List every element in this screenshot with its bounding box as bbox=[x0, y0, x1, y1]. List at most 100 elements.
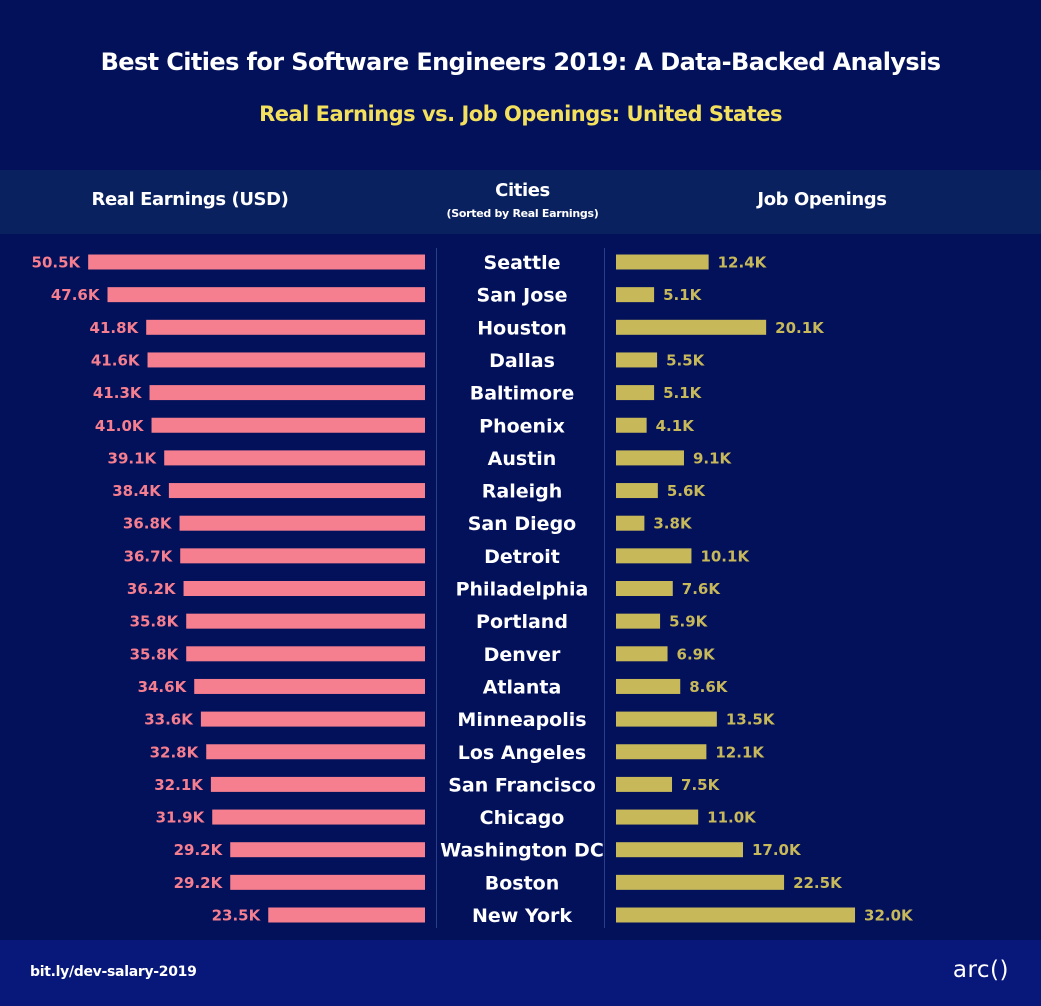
job-openings-bar bbox=[616, 842, 743, 858]
job-openings-bar bbox=[616, 483, 658, 499]
job-openings-value-label: 17.0K bbox=[752, 841, 802, 859]
source-link[interactable]: bit.ly/dev-salary-2019 bbox=[30, 964, 197, 980]
job-openings-value-label: 12.4K bbox=[718, 254, 768, 272]
earnings-bar bbox=[180, 548, 425, 564]
city-label: Austin bbox=[488, 448, 557, 470]
earnings-bar bbox=[88, 254, 425, 270]
city-label: San Jose bbox=[477, 285, 568, 307]
earnings-bar bbox=[194, 678, 425, 694]
earnings-bar bbox=[186, 613, 425, 629]
left-divider bbox=[436, 248, 437, 928]
city-label: Portland bbox=[476, 611, 568, 633]
job-openings-value-label: 3.8K bbox=[653, 515, 693, 533]
city-label: New York bbox=[472, 905, 572, 927]
job-openings-value-label: 7.6K bbox=[682, 580, 722, 598]
earnings-value-label: 36.2K bbox=[127, 580, 177, 598]
city-label: San Diego bbox=[468, 513, 576, 535]
earnings-column-header: Real Earnings (USD) bbox=[91, 189, 289, 210]
job-openings-value-label: 5.1K bbox=[663, 384, 703, 402]
earnings-bar bbox=[268, 907, 425, 923]
earnings-value-label: 38.4K bbox=[112, 482, 162, 500]
earnings-value-label: 33.6K bbox=[144, 711, 194, 729]
job-openings-value-label: 8.6K bbox=[689, 678, 729, 696]
footer-band bbox=[0, 940, 1041, 1006]
earnings-value-label: 39.1K bbox=[108, 449, 158, 467]
city-label: Los Angeles bbox=[458, 742, 587, 764]
job-openings-value-label: 5.9K bbox=[669, 613, 709, 631]
job-openings-bar bbox=[616, 711, 717, 727]
job-openings-bar bbox=[616, 776, 673, 792]
earnings-bar bbox=[206, 744, 425, 760]
earnings-bar bbox=[149, 385, 426, 401]
earnings-bar bbox=[168, 483, 425, 499]
job-openings-value-label: 5.6K bbox=[667, 482, 707, 500]
city-label: Minneapolis bbox=[457, 709, 586, 731]
job-openings-bar bbox=[616, 450, 684, 466]
earnings-value-label: 23.5K bbox=[212, 907, 262, 925]
right-divider bbox=[604, 248, 605, 928]
job-openings-value-label: 10.1K bbox=[700, 547, 750, 565]
earnings-bar bbox=[179, 515, 425, 531]
job-openings-bar bbox=[616, 809, 699, 825]
job-openings-bar bbox=[616, 678, 681, 694]
job-openings-value-label: 20.1K bbox=[775, 319, 825, 337]
city-label: San Francisco bbox=[448, 774, 596, 796]
cities-column-subheader: (Sorted by Real Earnings) bbox=[446, 207, 599, 220]
earnings-value-label: 36.7K bbox=[124, 547, 174, 565]
job-openings-value-label: 6.9K bbox=[677, 645, 717, 663]
job-openings-bar bbox=[616, 874, 785, 890]
column-header-band bbox=[0, 170, 1041, 234]
job-openings-bar bbox=[616, 417, 647, 433]
job-openings-value-label: 13.5K bbox=[726, 711, 776, 729]
job-openings-value-label: 7.5K bbox=[681, 776, 721, 794]
chart-title: Best Cities for Software Engineers 2019:… bbox=[100, 48, 941, 76]
job-openings-bar bbox=[616, 548, 692, 564]
job-openings-value-label: 12.1K bbox=[715, 743, 765, 761]
earnings-value-label: 32.8K bbox=[150, 743, 200, 761]
earnings-value-label: 29.2K bbox=[174, 841, 224, 859]
earnings-value-label: 50.5K bbox=[32, 254, 82, 272]
earnings-bar bbox=[212, 809, 425, 825]
city-label: Denver bbox=[484, 644, 561, 666]
job-openings-bar bbox=[616, 352, 658, 368]
job-openings-value-label: 5.5K bbox=[666, 351, 706, 369]
earnings-bar bbox=[147, 352, 425, 368]
job-openings-bar bbox=[616, 646, 668, 662]
earnings-bar bbox=[183, 581, 425, 596]
job-openings-bar bbox=[616, 613, 661, 629]
earnings-value-label: 35.8K bbox=[130, 613, 180, 631]
earnings-bar bbox=[151, 417, 425, 433]
job-openings-bar bbox=[616, 254, 709, 270]
city-label: Dallas bbox=[489, 350, 555, 372]
earnings-bar bbox=[107, 287, 426, 303]
job-openings-bar bbox=[616, 744, 707, 760]
city-label: Detroit bbox=[484, 546, 560, 568]
earnings-value-label: 41.3K bbox=[93, 384, 143, 402]
arc-logo: arc() bbox=[952, 957, 1009, 983]
earnings-value-label: 41.0K bbox=[95, 417, 145, 435]
earnings-value-label: 41.8K bbox=[90, 319, 140, 337]
job-openings-value-label: 9.1K bbox=[693, 449, 733, 467]
earnings-value-label: 34.6K bbox=[138, 678, 188, 696]
earnings-value-label: 35.8K bbox=[130, 645, 180, 663]
butterfly-chart: 50.5K Seattle 12.4K 47.6K San Jose 5.1K 41.8K H… bbox=[32, 252, 915, 927]
job-openings-value-label: 11.0K bbox=[707, 809, 757, 827]
city-label: Chicago bbox=[480, 807, 565, 829]
earnings-bar bbox=[164, 450, 425, 466]
jobs-column-header: Job Openings bbox=[757, 189, 887, 210]
earnings-bar bbox=[230, 874, 425, 890]
job-openings-bar bbox=[616, 515, 645, 531]
earnings-value-label: 29.2K bbox=[174, 874, 224, 892]
job-openings-bar bbox=[616, 287, 655, 303]
earnings-bar bbox=[186, 646, 425, 662]
earnings-bar bbox=[230, 842, 425, 858]
job-openings-bar bbox=[616, 581, 673, 596]
city-label: Baltimore bbox=[470, 383, 575, 405]
earnings-value-label: 41.6K bbox=[91, 351, 141, 369]
chart-subtitle: Real Earnings vs. Job Openings: United S… bbox=[259, 102, 782, 126]
job-openings-bar bbox=[616, 385, 655, 401]
cities-column-header: Cities bbox=[495, 180, 550, 201]
city-label: Atlanta bbox=[483, 676, 562, 698]
city-label: Boston bbox=[485, 872, 560, 894]
job-openings-value-label: 5.1K bbox=[663, 286, 703, 304]
